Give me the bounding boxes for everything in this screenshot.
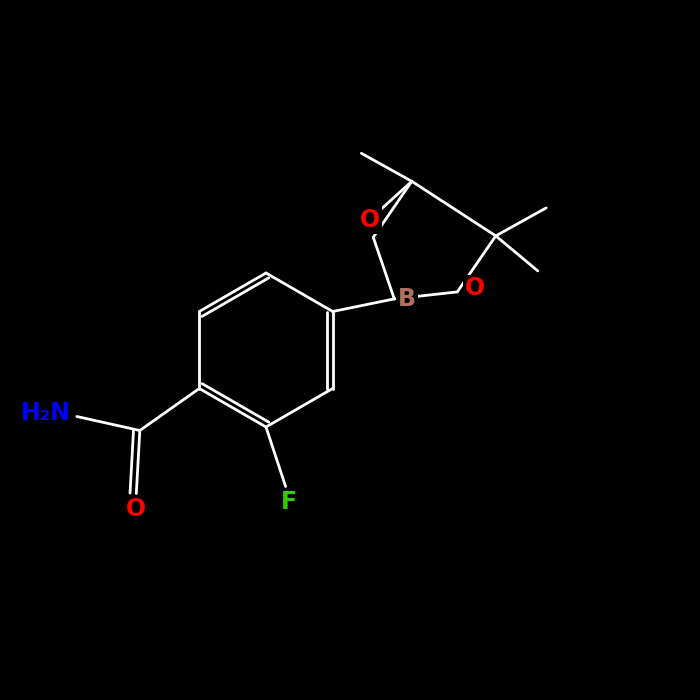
Text: O: O (360, 208, 380, 232)
Text: O: O (126, 497, 146, 521)
Text: F: F (281, 490, 297, 514)
Text: B: B (398, 287, 416, 311)
Text: O: O (465, 276, 485, 300)
Text: H₂N: H₂N (20, 401, 70, 425)
